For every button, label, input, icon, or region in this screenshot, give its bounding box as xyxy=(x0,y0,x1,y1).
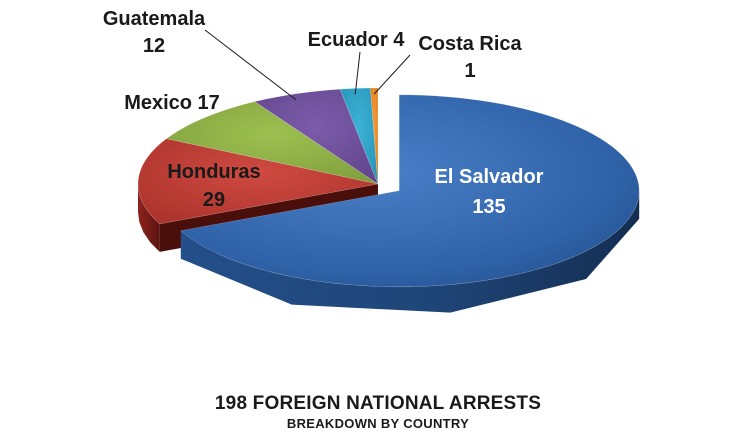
data-label-name-costa-rica: Costa Rica xyxy=(418,33,522,55)
pie-slice-guatemala xyxy=(253,88,379,185)
data-label-mexico: Mexico 17 xyxy=(124,92,220,114)
chart-subtitle: BREAKDOWN BY COUNTRY xyxy=(286,416,470,431)
leader-line-guatemala xyxy=(204,29,297,101)
data-label-name-honduras: Honduras xyxy=(167,161,260,183)
pie-slice-mexico xyxy=(165,101,379,185)
data-label-ecuador: Ecuador 4 xyxy=(308,29,406,51)
pie-side-el-salvador xyxy=(180,190,640,313)
chart-title: 198 FOREIGN NATIONAL ARRESTS xyxy=(214,393,542,414)
data-label-name-guatemala: Guatemala xyxy=(103,8,206,30)
data-label-value-honduras: 29 xyxy=(203,189,225,211)
data-label-name-el-salvador: El Salvador xyxy=(435,166,544,188)
pie-slice-el-salvador xyxy=(180,94,640,288)
pie-slice-honduras xyxy=(137,138,379,225)
pie-side-honduras xyxy=(138,184,160,252)
leader-line-ecuador xyxy=(354,51,361,95)
data-label-value-el-salvador: 135 xyxy=(472,196,505,218)
data-label-value-costa-rica: 1 xyxy=(464,60,475,82)
data-label-value-guatemala: 12 xyxy=(143,35,165,57)
leader-line-costa-rica xyxy=(373,54,411,95)
pie-slice-costa-rica xyxy=(370,87,379,185)
